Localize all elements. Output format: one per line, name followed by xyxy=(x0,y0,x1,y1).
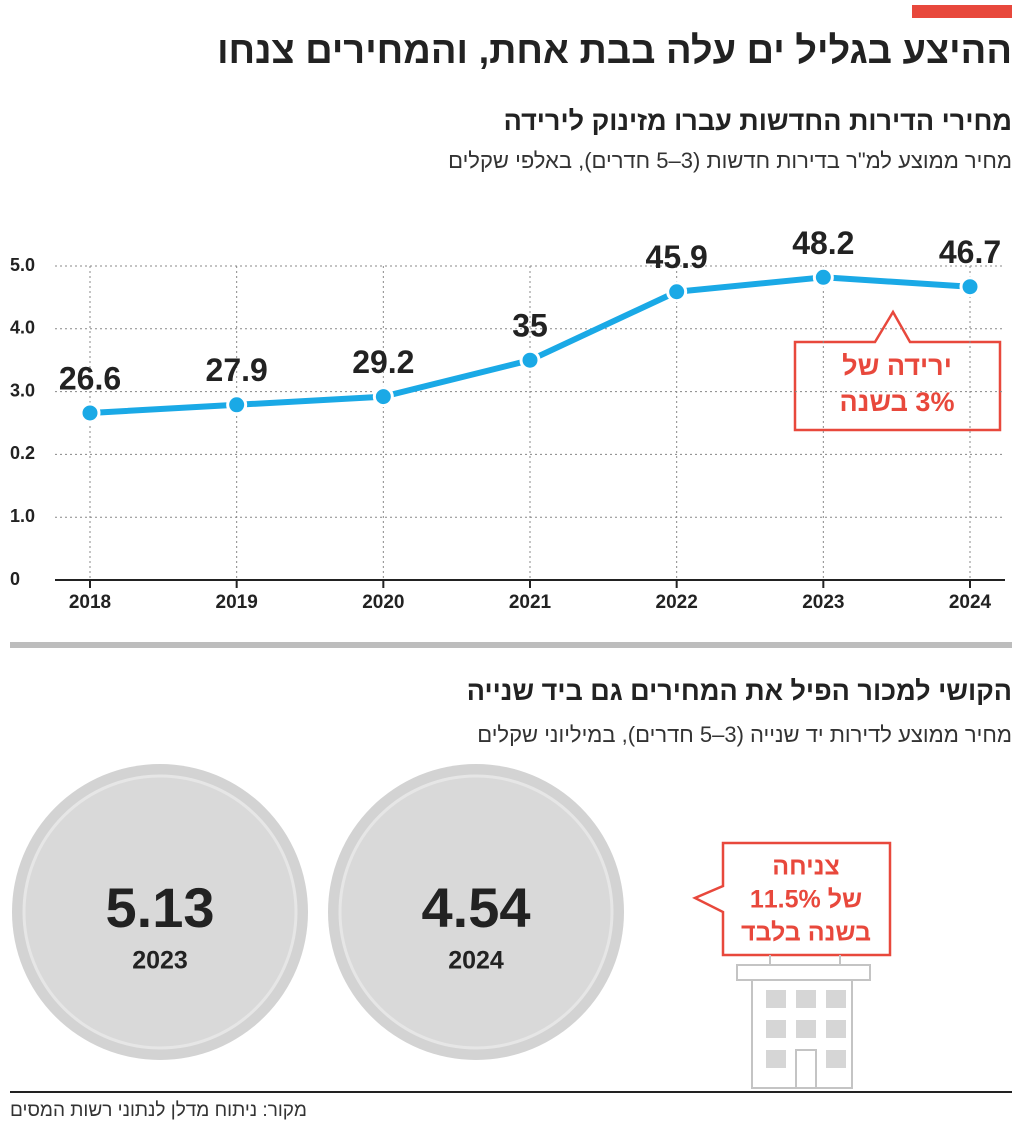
disc-value: 4.54 xyxy=(422,876,531,939)
disc-year: 2023 xyxy=(132,947,188,975)
x-tick-label: 2019 xyxy=(216,592,258,613)
section-title: הקושי למכור הפיל את המחירים גם ביד שנייה xyxy=(466,676,1012,706)
y-tick-label: 0.2 xyxy=(10,443,35,463)
disc-value: 5.13 xyxy=(106,876,215,939)
point xyxy=(79,402,101,424)
x-tick-label: 2022 xyxy=(656,592,698,613)
chart-subtitle: מחיר ממוצע למ"ר בדירות חדשות (3–5 חדרים)… xyxy=(448,148,1012,173)
point xyxy=(666,281,688,303)
point xyxy=(372,386,394,408)
callout-text: בשנה בלבד xyxy=(741,919,871,947)
x-tick-label: 2020 xyxy=(362,592,404,613)
x-tick-label: 2018 xyxy=(69,592,111,613)
x-tick-label: 2024 xyxy=(949,592,992,613)
data-label: 27.9 xyxy=(206,352,268,388)
point xyxy=(519,349,541,371)
data-label: 26.6 xyxy=(59,360,121,396)
x-tick-label: 2021 xyxy=(509,592,552,613)
value-disc-inner xyxy=(338,774,614,1050)
y-tick-label: 0 xyxy=(10,569,20,589)
callout-text: של 11.5% xyxy=(750,886,862,914)
point xyxy=(812,266,834,288)
point xyxy=(226,394,248,416)
headline: ההיצע בגליל ים עלה בבת אחת, והמחירים צנח… xyxy=(217,30,1012,72)
source: מקור: ניתוח מדלן לנתוני רשות המסים xyxy=(10,1100,307,1121)
callout-text: 3% בשנה xyxy=(840,387,955,417)
y-tick-label: 1.0 xyxy=(10,506,35,526)
callout-box xyxy=(793,309,1002,432)
y-tick-label: 5.0 xyxy=(10,255,35,275)
data-label: 29.2 xyxy=(352,344,414,380)
chart-title: מחירי הדירות החדשות עברו מזינוק לירידה xyxy=(503,106,1012,136)
callout-text: צניחה xyxy=(772,853,839,881)
point xyxy=(959,276,981,298)
disc-year: 2024 xyxy=(448,947,504,975)
callout-box xyxy=(692,841,892,957)
y-tick-label: 4.0 xyxy=(10,318,35,338)
data-label: 48.2 xyxy=(792,225,854,261)
callout-text: ירידה של xyxy=(842,351,952,381)
separator xyxy=(10,642,1012,648)
building-icon xyxy=(736,955,871,1089)
value-disc-inner xyxy=(22,774,298,1050)
x-tick-label: 2023 xyxy=(802,592,844,613)
data-label: 46.7 xyxy=(939,234,1001,270)
data-label: 45.9 xyxy=(646,239,708,275)
data-label: 35 xyxy=(512,308,548,344)
y-tick-label: 3.0 xyxy=(10,380,35,400)
accent-bar xyxy=(912,5,1012,18)
section-subtitle: מחיר ממוצע לדירות יד שנייה (3–5 חדרים), … xyxy=(477,722,1012,747)
